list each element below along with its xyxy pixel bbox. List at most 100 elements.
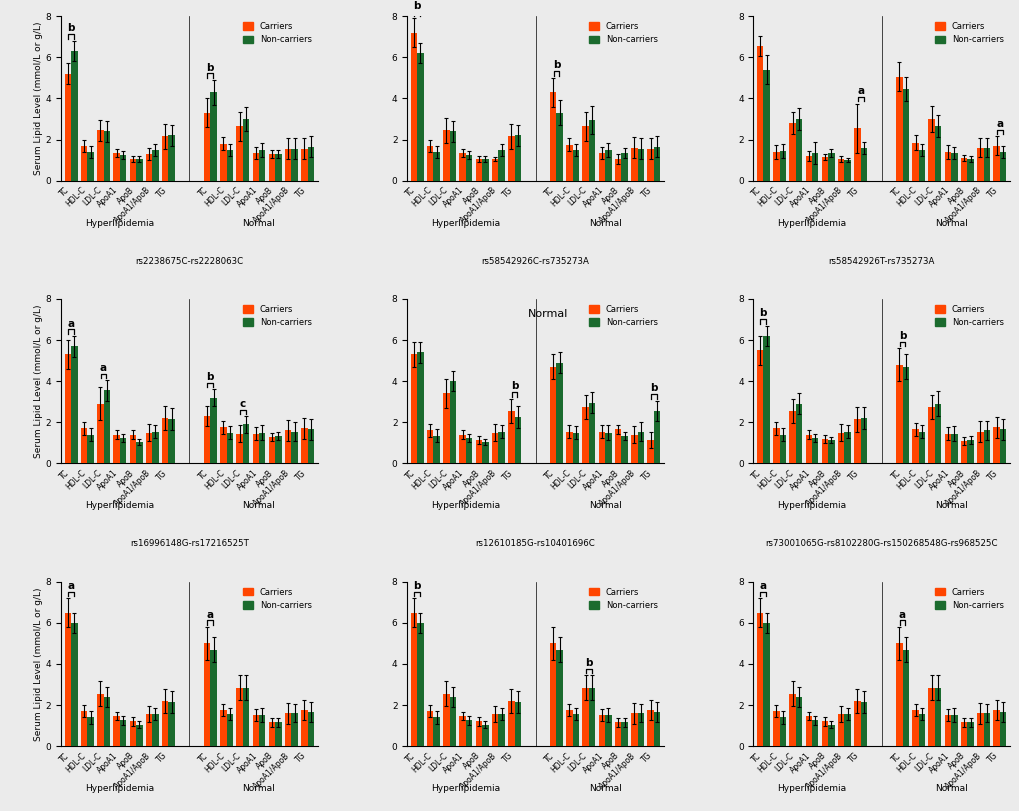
- Bar: [588, 120, 595, 181]
- Text: b: b: [413, 581, 421, 590]
- Bar: [301, 428, 308, 463]
- Bar: [556, 363, 562, 463]
- Bar: [647, 710, 653, 746]
- Bar: [204, 643, 210, 746]
- Bar: [81, 146, 88, 181]
- Bar: [789, 123, 795, 181]
- Legend: Carriers, Non-carriers: Carriers, Non-carriers: [587, 303, 659, 328]
- Bar: [934, 688, 941, 746]
- Bar: [64, 354, 71, 463]
- Bar: [268, 154, 275, 181]
- Bar: [982, 431, 989, 463]
- Bar: [308, 430, 314, 463]
- Bar: [417, 353, 423, 463]
- Bar: [853, 419, 860, 463]
- Bar: [514, 417, 521, 463]
- Bar: [88, 435, 94, 463]
- Bar: [762, 623, 769, 746]
- Bar: [204, 416, 210, 463]
- Bar: [268, 436, 275, 463]
- Bar: [259, 432, 265, 463]
- Bar: [918, 150, 924, 181]
- Text: b: b: [585, 658, 592, 667]
- Text: Hyperlipidemia: Hyperlipidemia: [776, 784, 846, 793]
- Bar: [475, 440, 482, 463]
- Bar: [927, 119, 934, 181]
- Bar: [844, 160, 850, 181]
- Bar: [566, 431, 572, 463]
- Bar: [466, 155, 472, 181]
- Text: b: b: [413, 1, 421, 11]
- Text: b: b: [67, 24, 74, 33]
- Bar: [604, 432, 611, 463]
- Bar: [772, 152, 779, 181]
- Bar: [97, 404, 104, 463]
- Bar: [301, 710, 308, 746]
- Bar: [549, 643, 556, 746]
- Bar: [152, 714, 159, 746]
- Bar: [308, 712, 314, 746]
- Bar: [549, 92, 556, 181]
- Bar: [604, 150, 611, 181]
- Title: rs16996148G-rs17216525T: rs16996148G-rs17216525T: [129, 539, 249, 548]
- Bar: [772, 711, 779, 746]
- Bar: [220, 427, 226, 463]
- Bar: [498, 431, 504, 463]
- Bar: [275, 723, 281, 746]
- Bar: [152, 431, 159, 463]
- Bar: [844, 714, 850, 746]
- Legend: Carriers, Non-carriers: Carriers, Non-carriers: [242, 20, 313, 46]
- Bar: [811, 152, 817, 181]
- Legend: Carriers, Non-carriers: Carriers, Non-carriers: [932, 303, 1005, 328]
- Bar: [789, 693, 795, 746]
- Bar: [756, 350, 762, 463]
- Bar: [993, 146, 999, 181]
- Text: a: a: [856, 86, 863, 97]
- Bar: [631, 713, 637, 746]
- Bar: [756, 612, 762, 746]
- Bar: [168, 419, 175, 463]
- Bar: [966, 159, 973, 181]
- Bar: [588, 688, 595, 746]
- Bar: [291, 431, 298, 463]
- Text: a: a: [759, 581, 766, 590]
- Bar: [136, 159, 143, 181]
- Bar: [81, 428, 88, 463]
- Bar: [308, 147, 314, 181]
- Bar: [284, 148, 291, 181]
- Bar: [811, 720, 817, 746]
- Legend: Carriers, Non-carriers: Carriers, Non-carriers: [932, 20, 1005, 46]
- Bar: [976, 148, 982, 181]
- Bar: [911, 430, 918, 463]
- Bar: [449, 131, 455, 181]
- Bar: [220, 144, 226, 181]
- Text: b: b: [207, 372, 214, 382]
- Bar: [951, 152, 957, 181]
- Text: b: b: [207, 62, 214, 72]
- Bar: [129, 722, 136, 746]
- Bar: [71, 51, 77, 181]
- Bar: [104, 390, 110, 463]
- Bar: [64, 612, 71, 746]
- Text: b: b: [552, 61, 559, 71]
- Bar: [918, 431, 924, 463]
- Title: rs58542926C-rs735273A: rs58542926C-rs735273A: [481, 257, 589, 266]
- Text: b: b: [898, 331, 906, 341]
- Bar: [966, 723, 973, 746]
- Bar: [860, 702, 866, 746]
- Bar: [168, 702, 175, 746]
- Text: a: a: [67, 581, 74, 590]
- Bar: [146, 432, 152, 463]
- Legend: Carriers, Non-carriers: Carriers, Non-carriers: [242, 303, 313, 328]
- Bar: [653, 712, 659, 746]
- Text: Normal: Normal: [243, 501, 275, 510]
- Bar: [507, 701, 514, 746]
- Bar: [482, 159, 488, 181]
- Bar: [598, 431, 604, 463]
- Title: rs2238675C-rs2228063C: rs2238675C-rs2228063C: [136, 257, 244, 266]
- Bar: [129, 159, 136, 181]
- Bar: [417, 54, 423, 181]
- Bar: [795, 697, 802, 746]
- Bar: [999, 152, 1006, 181]
- Bar: [918, 714, 924, 746]
